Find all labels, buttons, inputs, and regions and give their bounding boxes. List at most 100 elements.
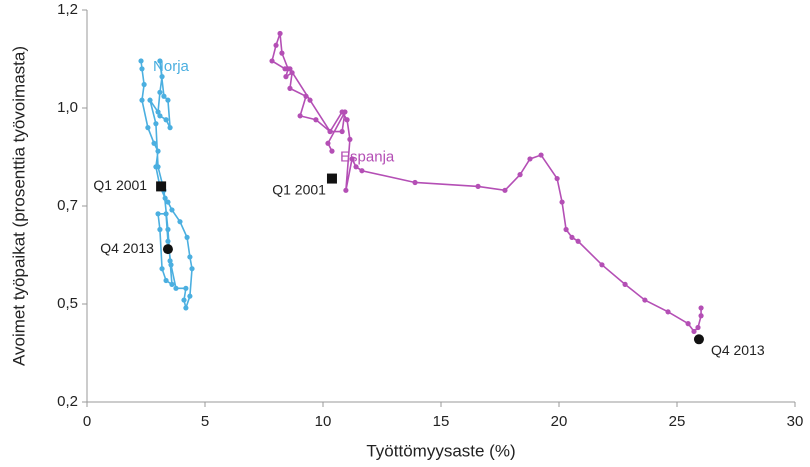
data-point: [297, 113, 303, 119]
data-point: [343, 187, 349, 193]
data-point: [475, 183, 481, 189]
x-tick-label: 5: [201, 413, 209, 430]
data-point: [349, 156, 355, 162]
marker-circle: [162, 244, 173, 255]
data-point: [325, 140, 331, 146]
data-point: [139, 66, 145, 72]
data-point: [187, 254, 193, 260]
data-point: [339, 128, 345, 135]
marker-square: [156, 181, 167, 192]
data-point: [159, 266, 165, 272]
data-point: [155, 109, 161, 115]
data-point: [168, 262, 174, 268]
data-point: [165, 238, 171, 244]
data-point: [139, 97, 145, 103]
data-point: [559, 199, 565, 205]
marker-square: [326, 173, 337, 184]
data-point: [599, 262, 605, 268]
data-point: [184, 234, 190, 240]
data-point: [157, 58, 163, 64]
y-tick-label: 0,7: [57, 197, 78, 214]
data-point: [695, 324, 701, 331]
x-tick-label: 20: [551, 413, 568, 430]
data-point: [563, 226, 569, 233]
data-point: [173, 285, 179, 291]
data-point: [169, 281, 175, 287]
data-point: [157, 113, 163, 119]
data-point: [538, 152, 544, 158]
x-tick-label: 25: [669, 413, 686, 430]
data-point: [141, 81, 147, 88]
data-point: [155, 164, 161, 170]
data-point: [138, 58, 144, 64]
series-label: Norja: [153, 58, 190, 75]
data-point: [277, 30, 283, 37]
marker-label: Q4 2013: [711, 342, 765, 358]
data-point: [157, 226, 163, 233]
data-point: [155, 148, 161, 154]
data-point: [163, 277, 169, 284]
data-point: [287, 66, 293, 72]
marker-label: Q4 2013: [100, 240, 154, 256]
data-point: [353, 164, 359, 170]
data-point: [279, 50, 285, 56]
data-point: [569, 234, 575, 240]
data-point: [622, 281, 628, 287]
y-tick-label: 0,2: [57, 393, 78, 410]
data-point: [412, 179, 418, 186]
data-point: [339, 109, 345, 115]
data-point: [685, 321, 691, 327]
y-tick-label: 1,0: [57, 99, 78, 116]
data-point: [162, 195, 168, 201]
marker-circle: [693, 334, 704, 345]
y-tick-label: 0,5: [57, 295, 78, 312]
data-point: [165, 199, 171, 205]
marker-label: Q1 2001: [93, 177, 147, 193]
data-point: [665, 309, 671, 315]
data-point: [698, 305, 704, 311]
data-point: [167, 258, 173, 264]
x-tick-label: 0: [83, 413, 91, 430]
data-point: [359, 168, 365, 174]
data-point: [287, 85, 293, 91]
data-point: [273, 42, 279, 48]
data-point: [282, 66, 288, 72]
data-point: [527, 156, 533, 162]
data-point: [307, 97, 313, 103]
x-tick-label: 15: [433, 413, 450, 430]
data-point: [575, 238, 581, 244]
data-point: [313, 117, 319, 123]
data-point: [642, 297, 648, 303]
data-point: [183, 305, 189, 311]
data-point: [147, 97, 153, 103]
marker-label: Q1 2001: [272, 181, 326, 197]
data-point: [347, 136, 353, 142]
data-point: [189, 266, 195, 272]
series-label: Espanja: [340, 148, 395, 165]
data-point: [329, 148, 335, 154]
data-point: [698, 313, 704, 319]
data-point: [151, 140, 157, 146]
data-point: [145, 125, 151, 131]
data-point: [159, 74, 165, 80]
y-axis-title: Avoimet työpaikat (prosenttia työvoimast…: [9, 46, 28, 366]
data-point: [283, 74, 289, 80]
data-point: [177, 219, 183, 225]
x-tick-label: 10: [315, 413, 332, 430]
data-point: [169, 207, 175, 213]
data-point: [165, 97, 171, 103]
data-point: [161, 93, 167, 99]
data-point: [327, 128, 333, 135]
data-point: [303, 93, 309, 99]
x-axis-title: Työttömyysaste (%): [366, 441, 515, 460]
y-tick-label: 1,2: [57, 1, 78, 18]
x-tick-label: 30: [787, 413, 804, 430]
data-point: [165, 226, 171, 233]
data-point: [187, 293, 193, 299]
data-point: [554, 175, 560, 182]
data-point: [157, 89, 163, 95]
data-point: [153, 121, 159, 127]
data-point: [167, 125, 173, 131]
data-point: [691, 328, 697, 335]
